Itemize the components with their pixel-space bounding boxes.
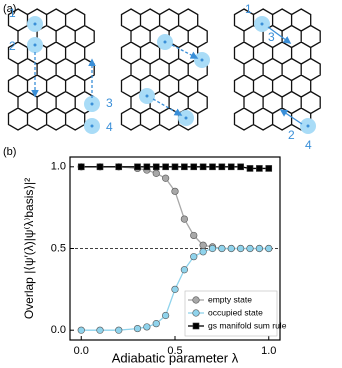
y-tick-label: 0.0 — [51, 324, 66, 336]
x-tick-label: 0.0 — [74, 345, 89, 357]
panel-label: (b) — [3, 146, 16, 158]
marker — [208, 244, 217, 253]
legend-label: occupied state — [208, 307, 263, 317]
arrow — [279, 109, 303, 125]
site-label: 3 — [268, 30, 275, 44]
marker — [199, 163, 207, 171]
marker — [171, 163, 179, 171]
marker — [115, 326, 123, 334]
site-label: 4 — [305, 138, 312, 152]
marker — [162, 163, 169, 171]
marker — [192, 296, 200, 304]
marker — [199, 248, 207, 256]
marker — [143, 163, 151, 171]
marker — [192, 322, 200, 330]
arrow — [267, 26, 292, 44]
marker — [115, 163, 123, 171]
marker — [162, 311, 170, 320]
marker — [162, 174, 170, 182]
y-tick-label: 0.5 — [51, 242, 66, 254]
marker — [77, 163, 85, 171]
marker — [199, 241, 207, 249]
arrow — [171, 44, 199, 59]
marker — [237, 244, 245, 253]
site-label: 3 — [106, 96, 113, 110]
marker — [227, 244, 235, 253]
legend-label: empty state — [208, 294, 252, 304]
site-dot — [145, 94, 149, 98]
marker — [181, 163, 188, 171]
marker — [96, 326, 104, 334]
site-label: 1 — [245, 2, 252, 16]
marker — [192, 309, 200, 317]
site-dot — [184, 116, 188, 120]
y-tick-label: 1.0 — [51, 161, 66, 173]
site-dot — [260, 22, 264, 26]
site-label: 2 — [9, 39, 16, 53]
marker — [77, 326, 85, 334]
arrow — [152, 98, 183, 116]
site-dot — [33, 43, 37, 47]
marker — [96, 163, 104, 171]
x-tick-label: 1.0 — [261, 345, 276, 357]
marker — [180, 215, 188, 223]
marker — [152, 163, 160, 171]
honeycomb — [233, 8, 321, 131]
marker — [171, 187, 179, 195]
marker — [246, 165, 254, 172]
marker — [171, 285, 179, 293]
site-dot — [306, 124, 310, 128]
marker — [190, 163, 198, 171]
series-line — [81, 166, 269, 250]
marker — [133, 324, 142, 333]
plot: 0.0 0.5 1.0 0.0 0.5 1.0 Adiabatic parameter λ O… — [22, 156, 287, 365]
marker — [134, 163, 141, 171]
marker — [255, 244, 263, 253]
site-dot — [33, 22, 37, 26]
site-label: 1 — [9, 6, 16, 20]
marker — [180, 266, 188, 274]
marker — [152, 320, 160, 328]
marker — [237, 163, 244, 171]
site-dot — [200, 58, 204, 62]
marker — [218, 163, 226, 171]
y-axis-label: Overlap |⟨ψ′(λ)|ψ⁽λ⁾basis⟩|² — [22, 178, 36, 319]
marker — [152, 169, 160, 177]
marker — [190, 231, 198, 240]
marker — [218, 244, 226, 253]
marker — [265, 165, 273, 172]
x-axis-label: Adiabatic parameter λ — [112, 350, 239, 365]
honeycomb — [7, 8, 95, 131]
honeycomb — [120, 8, 208, 131]
marker — [190, 253, 198, 261]
marker — [143, 323, 151, 331]
marker — [265, 244, 273, 253]
site-label: 2 — [288, 128, 295, 142]
marker — [256, 165, 263, 172]
site-label: 4 — [106, 120, 113, 134]
legend-label: gs manifold sum rule — [208, 320, 287, 330]
marker — [209, 163, 216, 171]
site-dot — [90, 102, 94, 106]
site-dot — [90, 124, 94, 128]
site-dot — [163, 40, 167, 44]
x-tick-label: 0.5 — [167, 345, 182, 357]
marker — [227, 163, 235, 171]
marker — [246, 244, 254, 253]
